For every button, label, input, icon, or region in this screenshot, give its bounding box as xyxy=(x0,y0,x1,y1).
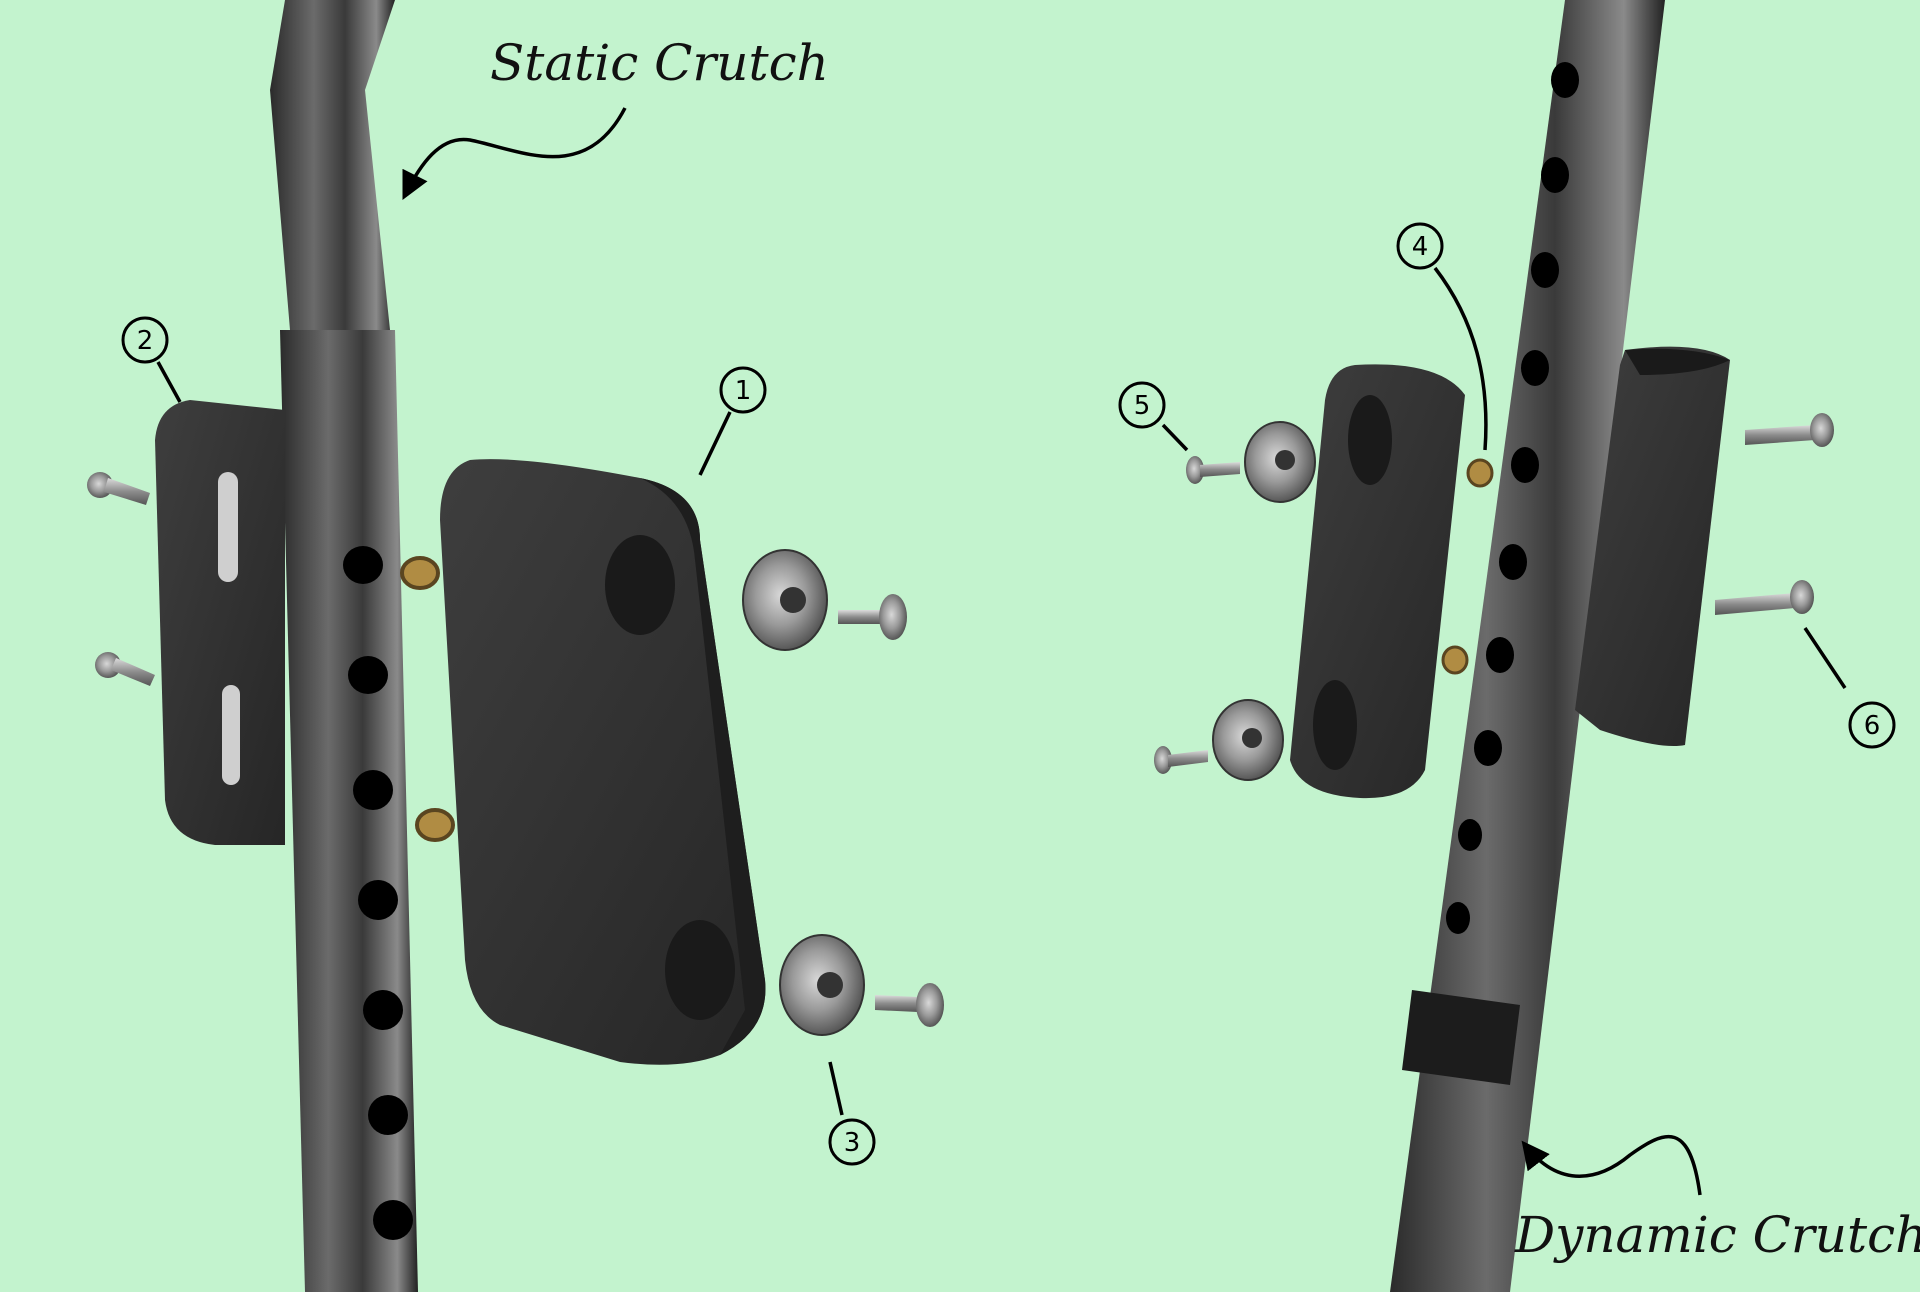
static-crutch-arrow xyxy=(402,107,627,201)
annotation-lines xyxy=(156,107,1847,1196)
part-3-washers xyxy=(742,549,865,1036)
part-4-bushings xyxy=(1441,458,1494,675)
part-6-outer-pad xyxy=(1575,346,1730,746)
static-bushings xyxy=(400,556,455,842)
part-2-screws xyxy=(87,472,155,686)
dynamic-crutch-collar xyxy=(1402,990,1520,1085)
part-5-screws xyxy=(1154,456,1240,774)
dynamic-crutch-holes xyxy=(1446,62,1579,934)
static-crutch-label: Static Crutch xyxy=(490,34,829,92)
part-3-screws xyxy=(838,594,944,1027)
dynamic-inner-pad xyxy=(1290,364,1465,799)
callout-5-number: 5 xyxy=(1134,391,1151,421)
dynamic-crutch-arrow xyxy=(1521,1135,1702,1196)
leader-2 xyxy=(156,361,182,403)
callout-2-number: 2 xyxy=(137,326,154,356)
callout-5: 5 xyxy=(1118,381,1166,429)
static-crutch-lower-tube xyxy=(280,330,418,1292)
callout-4-number: 4 xyxy=(1412,232,1429,262)
callout-1: 1 xyxy=(719,366,767,414)
part-2-back-plate xyxy=(155,400,285,845)
leader-5 xyxy=(1161,423,1189,452)
static-crutch-upper-tube xyxy=(270,0,395,330)
callout-3: 3 xyxy=(828,1118,876,1166)
callout-6: 6 xyxy=(1848,701,1896,749)
static-crutch-holes xyxy=(343,546,413,1240)
dynamic-crutch xyxy=(1154,0,1834,1292)
dynamic-crutch-label: Dynamic Crutch xyxy=(1514,1206,1920,1264)
leader-6 xyxy=(1803,627,1847,689)
leader-4 xyxy=(1433,266,1488,451)
part-1-large-pad xyxy=(440,459,766,1065)
part-6-screws xyxy=(1715,413,1834,615)
callout-1-number: 1 xyxy=(735,376,752,406)
leader-3 xyxy=(828,1061,844,1116)
leader-1 xyxy=(698,411,732,476)
dynamic-crutch-tube xyxy=(1390,0,1665,1292)
callout-6-number: 6 xyxy=(1864,711,1881,741)
callout-4: 4 xyxy=(1396,222,1444,270)
callout-2: 2 xyxy=(121,316,169,364)
callout-3-number: 3 xyxy=(844,1128,861,1158)
part-5-washers xyxy=(1212,421,1316,781)
static-crutch xyxy=(87,0,944,1292)
